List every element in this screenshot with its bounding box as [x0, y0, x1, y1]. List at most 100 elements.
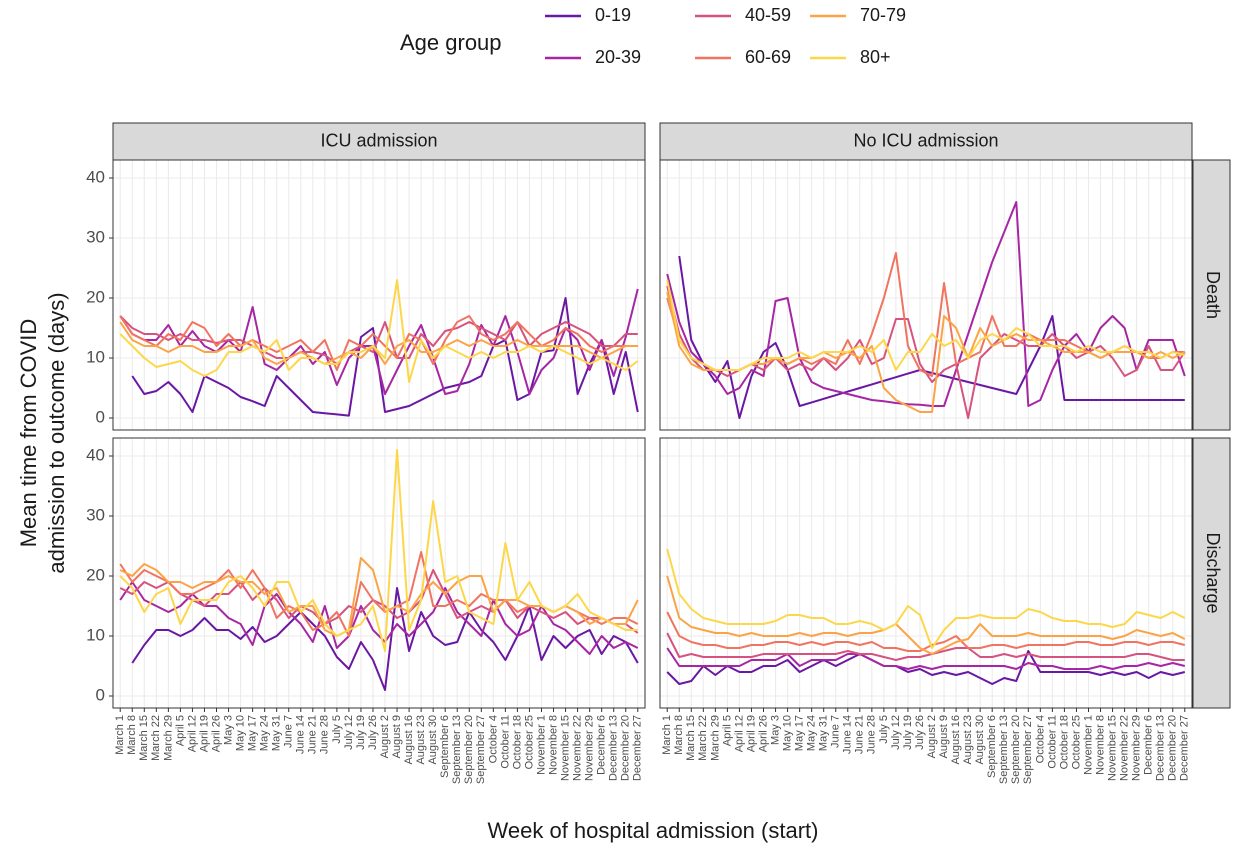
x-tick-label: October 4 — [1034, 715, 1046, 763]
x-tick-label: October 18 — [1058, 715, 1070, 769]
x-tick-label: July 12 — [343, 715, 355, 750]
x-tick-label: December 6 — [1143, 715, 1155, 775]
x-tick-label: October 11 — [499, 715, 511, 769]
x-tick-label: October 25 — [1070, 715, 1082, 769]
x-axis-title: Week of hospital admission (start) — [488, 818, 819, 843]
x-tick-label: December 6 — [596, 715, 608, 775]
x-tick-label: May 17 — [794, 715, 806, 751]
legend-label: 80+ — [860, 47, 891, 67]
x-tick-label: May 31 — [271, 715, 283, 751]
x-tick-label: March 15 — [685, 715, 697, 761]
x-tick-label: June 28 — [866, 715, 878, 754]
legend-label: 70-79 — [860, 5, 906, 25]
x-tick-label: July 5 — [878, 715, 890, 744]
series-line — [666, 279, 1186, 371]
series-line — [119, 315, 638, 371]
x-tick-label: August 9 — [391, 715, 403, 758]
x-tick-label: May 3 — [769, 715, 781, 745]
strip-label: Death — [1203, 271, 1223, 319]
x-tick-label: August 23 — [962, 715, 974, 765]
x-tick-label: March 8 — [126, 715, 138, 755]
x-tick-label: June 14 — [842, 715, 854, 754]
x-tick-label: September 6 — [986, 715, 998, 778]
strip — [659, 122, 1193, 161]
series-line — [666, 548, 1186, 649]
x-tick-label: December 13 — [1155, 715, 1167, 781]
panel-border — [659, 437, 1193, 709]
x-tick-label: October 11 — [1046, 715, 1058, 769]
y-tick-label: 30 — [86, 227, 105, 246]
x-tick-label: October 25 — [523, 715, 535, 769]
x-tick-label: December 13 — [608, 715, 620, 781]
x-tick-label: March 1 — [661, 715, 673, 755]
x-tick-label: July 12 — [890, 715, 902, 750]
x-tick-label: November 29 — [1131, 715, 1143, 781]
legend-label: 60-69 — [745, 47, 791, 67]
series-line — [119, 581, 639, 655]
x-tick-label: November 8 — [1094, 715, 1106, 775]
panel-background — [660, 438, 1192, 708]
panel-border — [112, 437, 646, 709]
x-tick-label: May 24 — [806, 715, 818, 751]
x-tick-label: August 2 — [926, 715, 938, 758]
strip-label: No ICU admission — [853, 130, 998, 150]
x-tick-label: June 21 — [307, 715, 319, 754]
x-tick-label: November 15 — [559, 715, 571, 781]
x-tick-label: April 19 — [198, 715, 210, 752]
y-axis-title: Mean time from COVID — [16, 319, 41, 548]
series-line — [119, 449, 638, 652]
x-tick-label: August 9 — [938, 715, 950, 758]
x-tick-label: June 7 — [283, 715, 295, 748]
x-tick-label: May 10 — [781, 715, 793, 751]
x-tick-label: July 26 — [914, 715, 926, 750]
legend-label: 0-19 — [595, 5, 631, 25]
series-line — [119, 279, 639, 383]
legend-title: Age group — [400, 30, 502, 55]
x-tick-label: November 15 — [1106, 715, 1118, 781]
series-line — [119, 315, 638, 365]
x-tick-label: November 1 — [1082, 715, 1094, 775]
y-tick-label: 10 — [86, 347, 105, 366]
y-tick-label: 0 — [96, 407, 105, 426]
x-tick-label: September 27 — [1022, 715, 1034, 784]
strip-label: ICU admission — [320, 130, 437, 150]
x-tick-label: June 28 — [319, 715, 331, 754]
x-tick-label: September 20 — [1010, 715, 1022, 784]
panel-border — [659, 159, 1193, 431]
strip — [1192, 159, 1231, 431]
x-tick-label: August 2 — [379, 715, 391, 758]
series-line — [666, 201, 1186, 407]
y-tick-label: 30 — [86, 505, 105, 524]
x-tick-label: March 22 — [697, 715, 709, 761]
x-tick-label: October 4 — [487, 715, 499, 763]
series-line — [666, 650, 1186, 685]
x-tick-label: September 20 — [463, 715, 475, 784]
x-tick-label: November 22 — [1119, 715, 1131, 781]
legend-label: 40-59 — [745, 5, 791, 25]
x-tick-label: June 14 — [295, 715, 307, 754]
x-tick-label: May 31 — [818, 715, 830, 751]
series-line — [131, 587, 639, 691]
x-tick-label: September 13 — [998, 715, 1010, 784]
panel-background — [113, 438, 645, 708]
x-tick-label: November 8 — [547, 715, 559, 775]
x-tick-label: April 19 — [745, 715, 757, 752]
series-line — [119, 569, 639, 634]
x-tick-label: September 27 — [475, 715, 487, 784]
x-tick-label: March 29 — [162, 715, 174, 761]
y-axis-title: admission to outcome (days) — [44, 292, 69, 573]
x-tick-label: September 6 — [439, 715, 451, 778]
x-tick-label: March 22 — [150, 715, 162, 761]
x-tick-label: April 12 — [186, 715, 198, 752]
y-tick-label: 20 — [86, 565, 105, 584]
x-tick-label: September 13 — [451, 715, 463, 784]
x-tick-label: December 27 — [1179, 715, 1191, 781]
x-tick-label: July 5 — [331, 715, 343, 744]
series-line — [666, 611, 1186, 652]
x-tick-label: December 20 — [620, 715, 632, 781]
x-tick-label: November 22 — [572, 715, 584, 781]
x-tick-label: August 16 — [950, 715, 962, 765]
strip-label: Discharge — [1203, 532, 1223, 613]
x-tick-label: April 26 — [210, 715, 222, 752]
